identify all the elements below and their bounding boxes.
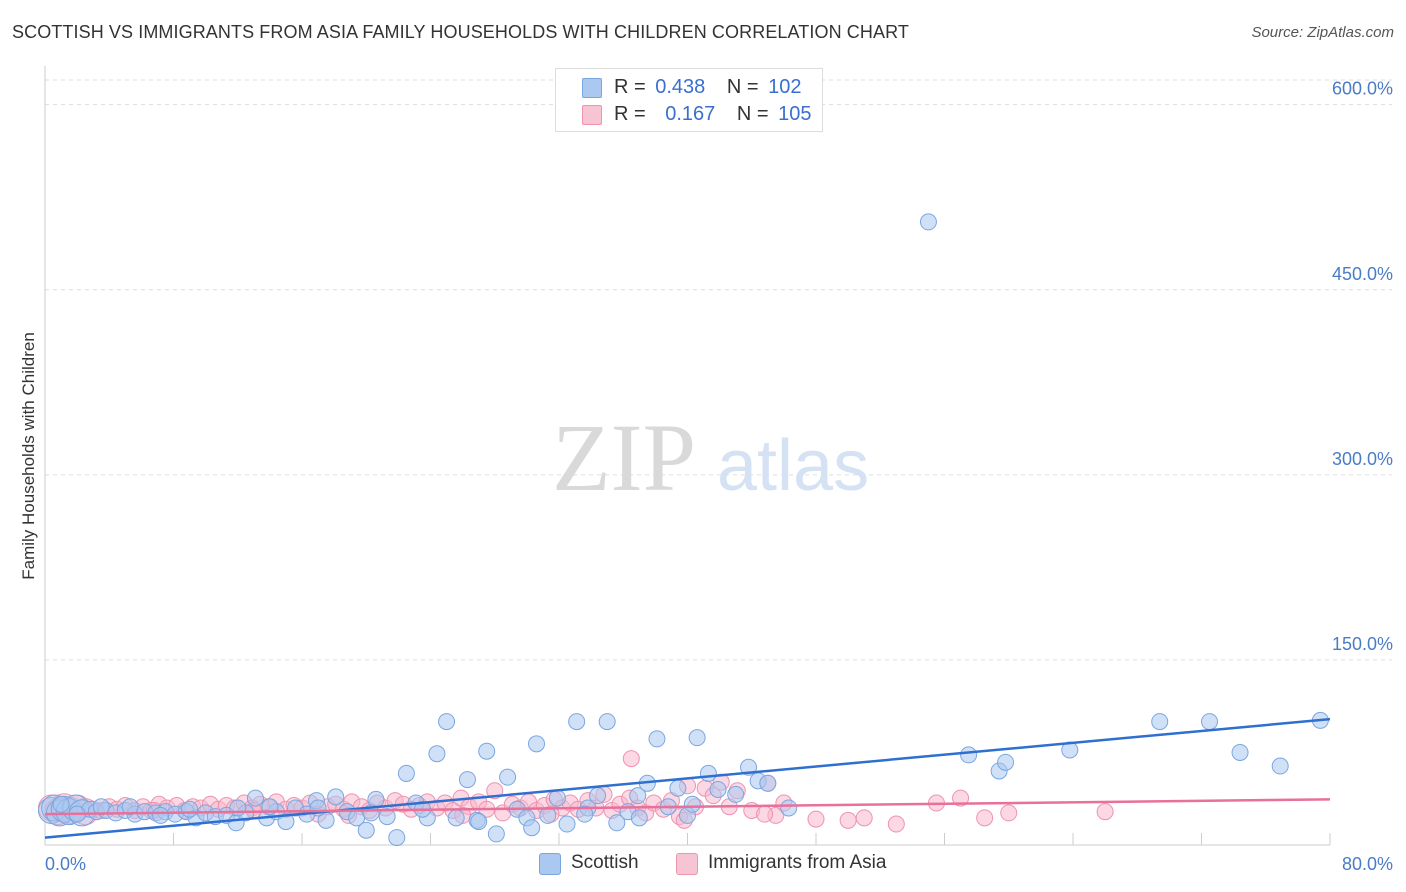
scottish-point-49 — [499, 768, 517, 786]
x-tick-label-min: 0.0% — [45, 854, 86, 874]
scottish-point-76 — [960, 746, 978, 764]
asia-point-90 — [839, 811, 857, 829]
asia-swatch — [582, 105, 602, 125]
scottish-point-55 — [558, 815, 576, 833]
scottish-point-101 — [727, 785, 745, 803]
scottish-point-43 — [438, 713, 456, 731]
scottish-point-90 — [181, 800, 199, 818]
n-label: N = — [726, 76, 759, 98]
asia-point-85 — [622, 750, 640, 768]
tick-labels: 150.0% 300.0% 450.0% 600.0% 0.0% 80.0% — [45, 79, 1393, 874]
scottish-point-91 — [229, 799, 247, 817]
r-value: 0.438 — [655, 76, 706, 98]
y-tick-label-1: 300.0% — [1332, 449, 1393, 469]
scottish-point-68 — [688, 729, 706, 747]
scottish-point-96 — [470, 813, 488, 831]
scottish-point-45 — [458, 771, 476, 789]
scottish-swatch — [539, 853, 561, 875]
scottish-swatch — [582, 78, 602, 98]
y-tick-label-2: 450.0% — [1332, 264, 1393, 284]
r-value: 0.167 — [665, 103, 716, 125]
watermark: ZIP atlas — [552, 404, 869, 511]
chart-title: SCOTTISH VS IMMIGRANTS FROM ASIA FAMILY … — [12, 22, 909, 42]
y-axis-label: Family Households with Children — [19, 332, 38, 580]
trend-lines — [44, 717, 1331, 839]
scottish-point-89 — [152, 806, 170, 824]
scottish-point-78 — [997, 753, 1015, 771]
scottish-point-74 — [780, 799, 798, 817]
asia-trend-line — [44, 798, 1331, 816]
asia-point-104 — [976, 809, 994, 827]
r-label: R = — [614, 103, 646, 125]
scottish-point-98 — [576, 805, 594, 823]
scottish-point-64 — [648, 730, 666, 748]
scottish-point-39 — [397, 764, 415, 782]
scottish-point-47 — [478, 742, 496, 760]
scottish-point-81 — [1201, 713, 1219, 731]
r-label: R = — [614, 76, 646, 98]
asia-point-103 — [855, 809, 873, 827]
scottish-point-37 — [378, 808, 396, 826]
scottish-point-70 — [709, 780, 727, 798]
asia-point-102 — [756, 805, 774, 823]
legend-label-asia: Immigrants from Asia — [708, 852, 887, 873]
scottish-point-75 — [919, 213, 937, 231]
series-scottish — [37, 213, 1329, 847]
scottish-point-32 — [327, 788, 345, 806]
scottish-point-97 — [523, 819, 541, 837]
y-tick-label-3: 600.0% — [1332, 79, 1393, 99]
scottish-point-85 — [52, 795, 70, 813]
scottish-point-52 — [528, 735, 546, 753]
series-legend: Scottish Immigrants from Asia — [0, 852, 1406, 878]
asia-point-91 — [887, 815, 905, 833]
scottish-point-83 — [1271, 757, 1289, 775]
correlation-legend: R = 0.438 N = 102 R = 0.167 N = 105 — [555, 68, 823, 132]
watermark-atlas: atlas — [717, 426, 869, 506]
scottish-point-82 — [1231, 743, 1249, 761]
scottish-point-60 — [608, 814, 626, 832]
scottish-point-56 — [568, 713, 586, 731]
scottish-point-54 — [548, 789, 566, 807]
scottish-point-42 — [428, 745, 446, 763]
scottish-point-80 — [1151, 713, 1169, 731]
asia-point-95 — [1096, 803, 1114, 821]
scottish-point-99 — [630, 809, 648, 827]
scottish-point-62 — [629, 787, 647, 805]
scottish-point-73 — [759, 774, 777, 792]
n-value: 102 — [768, 76, 802, 98]
grid-lines — [45, 79, 1392, 661]
scottish-point-66 — [669, 779, 687, 797]
scottish-point-38 — [388, 829, 406, 847]
watermark-zip: ZIP — [552, 404, 696, 511]
asia-point-89 — [807, 810, 825, 828]
n-value: 105 — [778, 103, 812, 125]
scottish-point-59 — [598, 713, 616, 731]
scottish-point-88 — [121, 798, 139, 816]
scottish-point-44 — [447, 809, 465, 827]
scottish-point-35 — [357, 821, 375, 839]
scottish-point-100 — [683, 795, 701, 813]
scottish-point-58 — [589, 787, 607, 805]
n-label: N = — [736, 103, 769, 125]
legend-label-scottish: Scottish — [571, 852, 639, 873]
source-label: Source: ZipAtlas.com — [1251, 24, 1394, 41]
axes — [44, 66, 1331, 846]
scottish-point-48 — [487, 825, 505, 843]
scottish-point-24 — [246, 789, 264, 807]
asia-point-94 — [1000, 804, 1018, 822]
asia-point-93 — [952, 789, 970, 807]
scottish-trend-line — [44, 717, 1331, 839]
x-tick-label-max: 80.0% — [1342, 854, 1393, 874]
asia-swatch — [676, 853, 698, 875]
scottish-point-53 — [539, 806, 557, 824]
y-tick-label-0: 150.0% — [1332, 634, 1393, 654]
scottish-point-27 — [277, 813, 295, 831]
scottish-point-69 — [699, 764, 717, 782]
